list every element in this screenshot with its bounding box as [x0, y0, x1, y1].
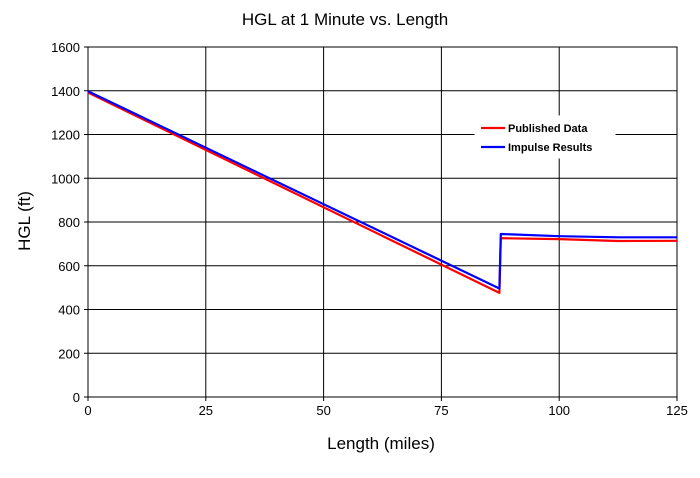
gridlines — [88, 47, 677, 397]
y-tick-label: 1400 — [51, 84, 80, 99]
y-tick-label: 400 — [58, 303, 80, 318]
series-line-published-data — [87, 91, 678, 294]
y-axis-title: HGL (ft) — [15, 191, 34, 251]
x-tick-label: 50 — [316, 403, 330, 418]
y-tick-label: 800 — [58, 215, 80, 230]
y-tick-label: 1600 — [51, 40, 80, 55]
legend-label: Impulse Results — [508, 142, 592, 154]
x-tick-label: 100 — [548, 403, 570, 418]
legend: Published Data Impulse Results — [474, 115, 616, 159]
y-tick-label: 200 — [58, 346, 80, 361]
x-tick-label: 25 — [199, 403, 213, 418]
y-tick-label: 1000 — [51, 171, 80, 186]
series-line-impulse-results — [87, 90, 677, 290]
x-tick-label: 0 — [84, 403, 91, 418]
legend-box — [474, 115, 616, 159]
chart-title: HGL at 1 Minute vs. Length — [242, 10, 448, 29]
y-tick-label: 1200 — [51, 128, 80, 143]
y-tick-label: 0 — [73, 390, 80, 405]
x-tick-label: 75 — [434, 403, 448, 418]
legend-label: Published Data — [508, 123, 588, 135]
y-tick-label: 600 — [58, 259, 80, 274]
x-axis-title: Length (miles) — [327, 434, 435, 453]
series-lines — [87, 90, 678, 294]
y-axis-ticks: 0 200 400 600 800 1000 1200 1400 1600 — [51, 40, 88, 405]
x-tick-label: 125 — [666, 403, 688, 418]
x-axis-ticks: 0 25 50 75 100 125 — [84, 397, 688, 418]
